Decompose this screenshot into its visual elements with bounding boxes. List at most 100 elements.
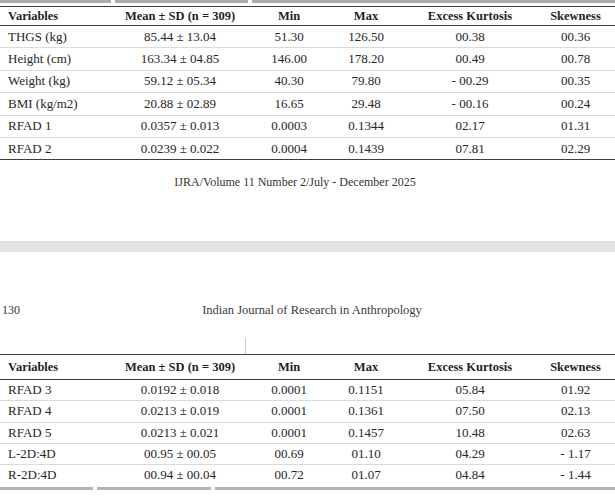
value-cell: 0.0004 [250, 137, 328, 159]
value-cell: 05.84 [404, 380, 536, 401]
row-label-cell: L-2D:4D [0, 443, 110, 464]
row-label-cell: Weight (kg) [0, 70, 110, 92]
row-label-cell: Height (cm) [0, 48, 110, 70]
descriptive-stats-table-lower: VariablesMean ± SD (n = 309)MinMaxExcess… [0, 354, 615, 485]
table-row: Height (cm)163.34 ± 04.85146.00178.2000.… [0, 48, 615, 70]
value-cell: 07.81 [404, 137, 536, 159]
value-cell: 00.36 [536, 26, 615, 48]
border-segment [0, 0, 111, 3]
value-cell: 10.48 [404, 422, 536, 443]
value-cell: 16.65 [250, 93, 328, 115]
table-row: RFAD 20.0239 ± 0.0220.00040.143907.8102.… [0, 137, 615, 159]
value-cell: 0.0001 [250, 422, 328, 443]
row-label-cell: BMI (kg/m2) [0, 93, 110, 115]
border-segment [97, 487, 211, 490]
value-cell: 0.0001 [250, 380, 328, 401]
column-header: Skewness [536, 355, 615, 380]
value-cell: 0.0192 ± 0.018 [110, 380, 250, 401]
value-cell: 01.31 [536, 115, 615, 137]
column-header: Min [250, 7, 328, 26]
value-cell: 59.12 ± 05.34 [110, 70, 250, 92]
value-cell: 00.72 [250, 465, 328, 486]
value-cell: 00.69 [250, 443, 328, 464]
row-label-cell: RFAD 3 [0, 380, 110, 401]
value-cell: 07.50 [404, 401, 536, 422]
value-cell: 178.20 [328, 48, 404, 70]
value-cell: 0.1151 [328, 380, 404, 401]
row-label-cell: RFAD 4 [0, 401, 110, 422]
border-segment [0, 487, 93, 490]
table-row: RFAD 10.0357 ± 0.0130.00030.134402.1701.… [0, 115, 615, 137]
value-cell: 01.10 [328, 443, 404, 464]
value-cell: 0.0003 [250, 115, 328, 137]
column-header: Max [328, 355, 404, 380]
value-cell: 02.63 [536, 422, 615, 443]
value-cell: 0.0213 ± 0.021 [110, 422, 250, 443]
page-separator-band [0, 241, 615, 252]
table-row: Weight (kg)59.12 ± 05.3440.3079.80- 00.2… [0, 70, 615, 92]
value-cell: - 00.29 [404, 70, 536, 92]
value-cell: - 1.44 [536, 465, 615, 486]
value-cell: 0.0213 ± 0.019 [110, 401, 250, 422]
row-label-cell: THGS (kg) [0, 26, 110, 48]
value-cell: 02.13 [536, 401, 615, 422]
value-cell: 29.48 [328, 93, 404, 115]
table-row: RFAD 50.0213 ± 0.0210.00010.145710.4802.… [0, 422, 615, 443]
value-cell: 00.24 [536, 93, 615, 115]
column-header: Max [328, 7, 404, 26]
value-cell: 51.30 [250, 26, 328, 48]
border-segment [215, 487, 615, 490]
value-cell: 00.94 ± 00.04 [110, 465, 250, 486]
column-header: Variables [0, 355, 110, 380]
row-label-cell: R-2D:4D [0, 465, 110, 486]
table-row: RFAD 40.0213 ± 0.0190.00010.136107.5002.… [0, 401, 615, 422]
column-header: Excess Kurtosis [404, 355, 536, 380]
table-header-row: VariablesMean ± SD (n = 309)MinMaxExcess… [0, 355, 615, 380]
row-label-cell: RFAD 1 [0, 115, 110, 137]
value-cell: 0.0239 ± 0.022 [110, 137, 250, 159]
value-cell: - 1.17 [536, 443, 615, 464]
value-cell: 20.88 ± 02.89 [110, 93, 250, 115]
column-header: Mean ± SD (n = 309) [110, 355, 250, 380]
value-cell: 04.29 [404, 443, 536, 464]
value-cell: 00.38 [404, 26, 536, 48]
running-header-row: 130 Indian Journal of Research in Anthro… [0, 303, 615, 317]
row-label-cell: RFAD 5 [0, 422, 110, 443]
cell-border-remnant [245, 338, 246, 354]
value-cell: 0.1361 [328, 401, 404, 422]
row-label-cell: RFAD 2 [0, 137, 110, 159]
value-cell: 00.49 [404, 48, 536, 70]
running-title: Indian Journal of Research in Anthropolo… [202, 303, 422, 317]
page-number: 130 [2, 303, 20, 317]
cropped-table-border-bottom [0, 487, 615, 490]
value-cell: 00.95 ± 00.05 [110, 443, 250, 464]
value-cell: 00.35 [536, 70, 615, 92]
value-cell: 01.92 [536, 380, 615, 401]
descriptive-stats-table-upper: VariablesMean ± SD (n = 309)MinMaxExcess… [0, 6, 615, 160]
value-cell: 0.1439 [328, 137, 404, 159]
value-cell: 01.07 [328, 465, 404, 486]
value-cell: 02.17 [404, 115, 536, 137]
column-header: Min [250, 355, 328, 380]
value-cell: 0.1457 [328, 422, 404, 443]
column-header: Excess Kurtosis [404, 7, 536, 26]
journal-footer: IJRA/Volume 11 Number 2/July - December … [0, 175, 590, 189]
border-segment [252, 0, 615, 3]
value-cell: 04.84 [404, 465, 536, 486]
table-header-row: VariablesMean ± SD (n = 309)MinMaxExcess… [0, 7, 615, 26]
value-cell: - 00.16 [404, 93, 536, 115]
value-cell: 00.78 [536, 48, 615, 70]
table-row: R-2D:4D00.94 ± 00.0400.7201.0704.84- 1.4… [0, 465, 615, 486]
value-cell: 02.29 [536, 137, 615, 159]
column-header: Mean ± SD (n = 309) [110, 7, 250, 26]
value-cell: 0.0357 ± 0.013 [110, 115, 250, 137]
value-cell: 79.80 [328, 70, 404, 92]
column-header: Skewness [536, 7, 615, 26]
cropped-table-border-top [0, 0, 615, 3]
column-header: Variables [0, 7, 110, 26]
value-cell: 0.1344 [328, 115, 404, 137]
journal-page-scroll-view: VariablesMean ± SD (n = 309)MinMaxExcess… [0, 0, 615, 498]
table-row: BMI (kg/m2)20.88 ± 02.8916.6529.48- 00.1… [0, 93, 615, 115]
value-cell: 163.34 ± 04.85 [110, 48, 250, 70]
value-cell: 0.0001 [250, 401, 328, 422]
